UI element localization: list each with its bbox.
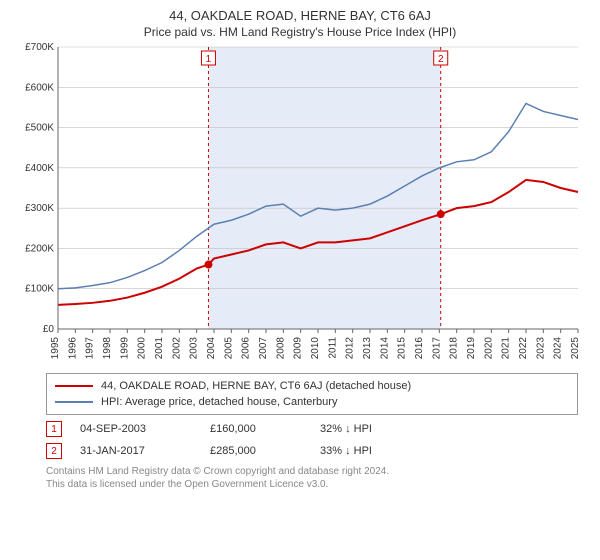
svg-text:2014: 2014 bbox=[379, 337, 390, 360]
svg-text:£700K: £700K bbox=[25, 43, 54, 53]
svg-text:2013: 2013 bbox=[362, 337, 373, 360]
svg-text:£400K: £400K bbox=[25, 163, 54, 174]
transaction-price: £285,000 bbox=[210, 445, 320, 457]
svg-text:2009: 2009 bbox=[293, 337, 304, 360]
svg-text:1996: 1996 bbox=[67, 337, 78, 360]
svg-text:2020: 2020 bbox=[483, 337, 494, 360]
page-subtitle: Price paid vs. HM Land Registry's House … bbox=[12, 25, 588, 39]
svg-text:2024: 2024 bbox=[553, 337, 564, 360]
legend-label: 44, OAKDALE ROAD, HERNE BAY, CT6 6AJ (de… bbox=[101, 380, 411, 392]
svg-text:2005: 2005 bbox=[223, 337, 234, 360]
svg-text:2003: 2003 bbox=[189, 337, 200, 360]
svg-text:2: 2 bbox=[438, 54, 444, 65]
svg-text:£0: £0 bbox=[43, 324, 55, 335]
footer: Contains HM Land Registry data © Crown c… bbox=[46, 465, 588, 491]
transaction-date: 04-SEP-2003 bbox=[80, 423, 210, 435]
page-title: 44, OAKDALE ROAD, HERNE BAY, CT6 6AJ bbox=[12, 8, 588, 23]
svg-text:2019: 2019 bbox=[466, 337, 477, 360]
svg-text:2015: 2015 bbox=[397, 337, 408, 360]
svg-text:2007: 2007 bbox=[258, 337, 269, 360]
svg-text:2018: 2018 bbox=[449, 337, 460, 360]
svg-text:2021: 2021 bbox=[501, 337, 512, 360]
svg-text:1995: 1995 bbox=[50, 337, 61, 360]
svg-text:£100K: £100K bbox=[25, 284, 54, 295]
svg-text:2023: 2023 bbox=[535, 337, 546, 360]
transaction-price: £160,000 bbox=[210, 423, 320, 435]
svg-text:1997: 1997 bbox=[85, 337, 96, 360]
svg-text:2006: 2006 bbox=[241, 337, 252, 360]
legend: 44, OAKDALE ROAD, HERNE BAY, CT6 6AJ (de… bbox=[46, 373, 578, 415]
svg-text:2000: 2000 bbox=[137, 337, 148, 360]
svg-text:2025: 2025 bbox=[570, 337, 581, 360]
svg-text:£300K: £300K bbox=[25, 203, 54, 214]
transaction-diff: 33% ↓ HPI bbox=[320, 445, 372, 457]
svg-text:£200K: £200K bbox=[25, 243, 54, 254]
transaction-date: 31-JAN-2017 bbox=[80, 445, 210, 457]
svg-text:1998: 1998 bbox=[102, 337, 113, 360]
svg-text:1: 1 bbox=[206, 54, 212, 65]
svg-text:2011: 2011 bbox=[327, 337, 338, 359]
svg-text:2016: 2016 bbox=[414, 337, 425, 360]
legend-swatch bbox=[55, 401, 93, 403]
price-chart: £0 £100K £200K £300K £400K £500K £600K £700K 199… bbox=[12, 43, 588, 373]
transaction-row: 2 31-JAN-2017 £285,000 33% ↓ HPI bbox=[46, 443, 588, 459]
svg-text:2004: 2004 bbox=[206, 337, 217, 360]
svg-text:2022: 2022 bbox=[518, 337, 529, 360]
legend-row: 44, OAKDALE ROAD, HERNE BAY, CT6 6AJ (de… bbox=[55, 378, 569, 394]
transaction-diff: 32% ↓ HPI bbox=[320, 423, 372, 435]
legend-row: HPI: Average price, detached house, Cant… bbox=[55, 394, 569, 410]
svg-text:2012: 2012 bbox=[345, 337, 356, 360]
svg-text:1999: 1999 bbox=[119, 337, 130, 360]
svg-text:2002: 2002 bbox=[171, 337, 182, 360]
svg-text:£500K: £500K bbox=[25, 123, 54, 134]
svg-text:2017: 2017 bbox=[431, 337, 442, 360]
svg-text:2001: 2001 bbox=[154, 337, 165, 360]
transaction-badge: 2 bbox=[46, 443, 62, 459]
transaction-badge: 1 bbox=[46, 421, 62, 437]
transaction-row: 1 04-SEP-2003 £160,000 32% ↓ HPI bbox=[46, 421, 588, 437]
svg-text:£600K: £600K bbox=[25, 82, 54, 93]
svg-text:2010: 2010 bbox=[310, 337, 321, 360]
svg-text:2008: 2008 bbox=[275, 337, 286, 360]
footer-line: Contains HM Land Registry data © Crown c… bbox=[46, 465, 588, 478]
legend-label: HPI: Average price, detached house, Cant… bbox=[101, 396, 337, 408]
footer-line: This data is licensed under the Open Gov… bbox=[46, 478, 588, 491]
legend-swatch bbox=[55, 385, 93, 387]
